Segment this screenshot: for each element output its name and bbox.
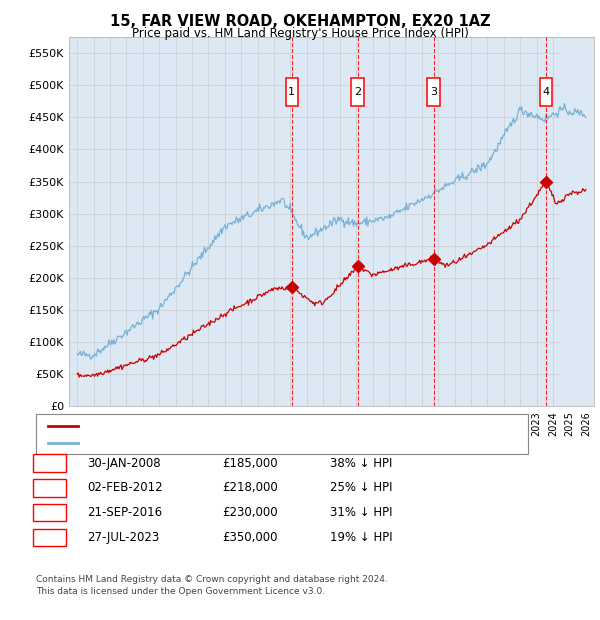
Text: HPI: Average price, detached house, West Devon: HPI: Average price, detached house, West… (81, 438, 336, 448)
Bar (539, 78, 552, 106)
Text: £218,000: £218,000 (222, 482, 278, 494)
Text: 38% ↓ HPI: 38% ↓ HPI (330, 457, 392, 469)
Text: 21-SEP-2016: 21-SEP-2016 (87, 507, 162, 519)
Text: 30-JAN-2008: 30-JAN-2008 (87, 457, 161, 469)
Text: 15, FAR VIEW ROAD, OKEHAMPTON, EX20 1AZ: 15, FAR VIEW ROAD, OKEHAMPTON, EX20 1AZ (110, 14, 490, 29)
Text: £350,000: £350,000 (222, 531, 277, 544)
Text: 3: 3 (430, 87, 437, 97)
Text: Price paid vs. HM Land Registry's House Price Index (HPI): Price paid vs. HM Land Registry's House … (131, 27, 469, 40)
Bar (352, 78, 364, 106)
Bar (427, 78, 440, 106)
Text: 19% ↓ HPI: 19% ↓ HPI (330, 531, 392, 544)
Bar (286, 78, 298, 106)
Text: 4: 4 (542, 87, 550, 97)
Text: 02-FEB-2012: 02-FEB-2012 (87, 482, 163, 494)
Text: 1: 1 (288, 87, 295, 97)
Text: 3: 3 (46, 507, 53, 519)
Text: 1: 1 (46, 457, 53, 469)
Text: £185,000: £185,000 (222, 457, 278, 469)
Bar (561, 37, 594, 406)
Text: 2: 2 (354, 87, 361, 97)
Text: 25% ↓ HPI: 25% ↓ HPI (330, 482, 392, 494)
Text: 2: 2 (46, 482, 53, 494)
Text: 27-JUL-2023: 27-JUL-2023 (87, 531, 159, 544)
Text: 31% ↓ HPI: 31% ↓ HPI (330, 507, 392, 519)
Text: Contains HM Land Registry data © Crown copyright and database right 2024.
This d: Contains HM Land Registry data © Crown c… (36, 575, 388, 596)
Text: £230,000: £230,000 (222, 507, 278, 519)
Text: 4: 4 (46, 531, 53, 544)
Text: 15, FAR VIEW ROAD, OKEHAMPTON, EX20 1AZ (detached house): 15, FAR VIEW ROAD, OKEHAMPTON, EX20 1AZ … (81, 422, 416, 432)
